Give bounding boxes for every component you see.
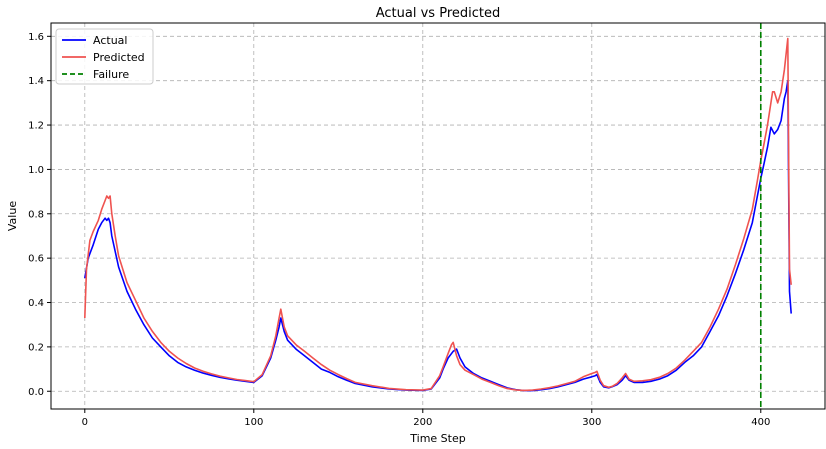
x-tick-label: 100: [244, 417, 263, 428]
y-axis-label: Value: [6, 201, 19, 231]
grid: [51, 23, 825, 409]
legend-box: [55, 28, 154, 85]
series-line-actual: [84, 79, 792, 392]
x-axis-label: Time Step: [409, 432, 465, 445]
plot-frame: [50, 22, 826, 410]
y-tick-label: 0.4: [28, 298, 44, 309]
x-tick-label: 0: [82, 417, 88, 428]
x-tick-label: 400: [751, 417, 770, 428]
x-axis-ticks: 0 100 200 300 400: [82, 409, 770, 428]
y-tick-label: 1.6: [28, 32, 44, 43]
chart-title: Actual vs Predicted: [376, 6, 500, 21]
x-tick-label: 200: [413, 417, 432, 428]
series-layer: [84, 37, 792, 392]
series-line-predicted: [84, 37, 792, 392]
y-tick-label: 0.0: [28, 387, 44, 398]
x-tick-label: 300: [582, 417, 601, 428]
y-tick-label: 1.0: [28, 165, 44, 176]
y-tick-label: 1.4: [28, 76, 44, 87]
y-tick-label: 0.2: [28, 342, 44, 353]
y-tick-label: 0.6: [28, 254, 44, 265]
y-axis-ticks: 0.0 0.2 0.4 0.6 0.8 1.0 1.2 1.4 1.6: [28, 32, 51, 398]
y-tick-label: 1.2: [28, 121, 44, 132]
y-tick-label: 0.8: [28, 209, 44, 220]
legend-label-predicted: Predicted: [93, 51, 145, 64]
legend-label-failure: Failure: [93, 68, 129, 81]
legend-label-actual: Actual: [93, 34, 127, 47]
legend: Actual Predicted Failure: [55, 28, 154, 85]
